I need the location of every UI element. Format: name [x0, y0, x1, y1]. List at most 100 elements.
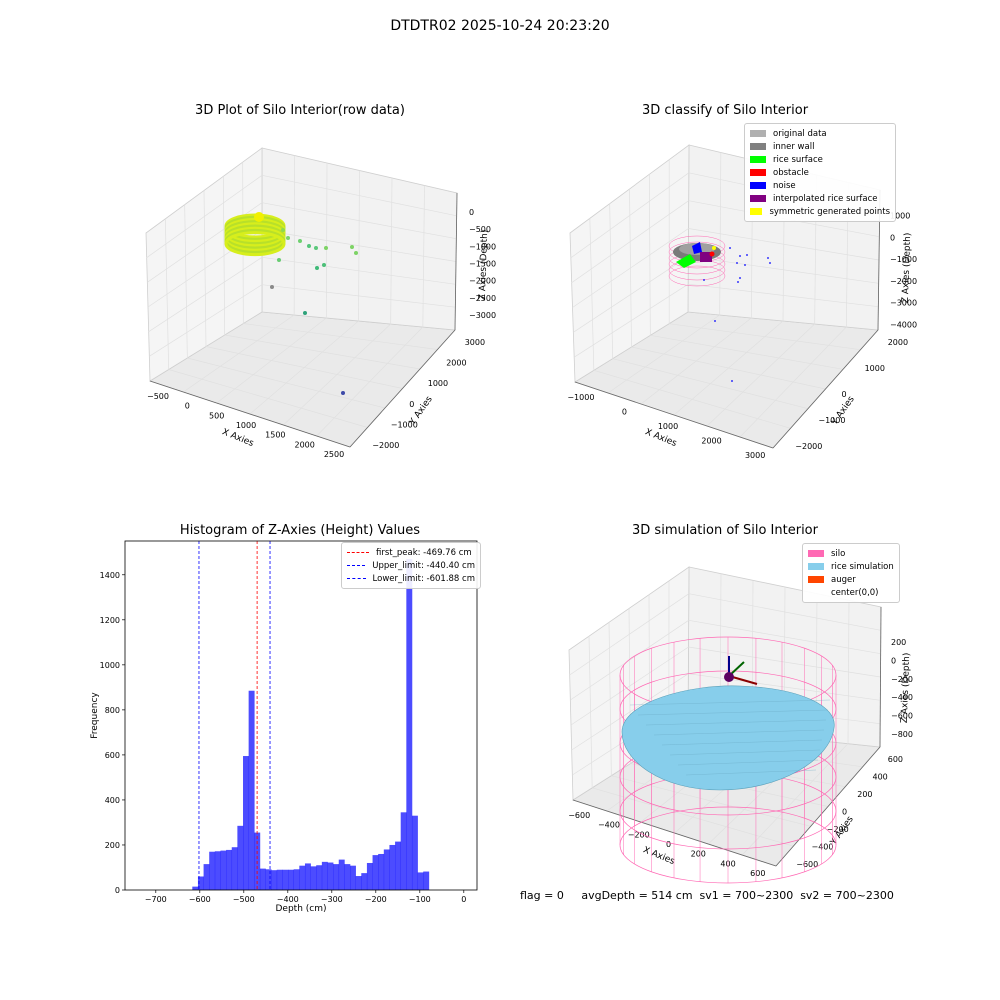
legend-label: symmetric generated points: [769, 206, 890, 217]
legend-label: Lower_limit: -601.88 cm: [372, 573, 475, 584]
sim-y-tick: 0: [842, 808, 847, 817]
raw-data-point: [270, 285, 274, 289]
status-footer: flag = 0 avgDepth = 514 cm sv1 = 700~230…: [520, 889, 894, 902]
legend-swatch: [808, 550, 824, 557]
classify-symmetric-point: [712, 246, 716, 250]
legend-label: noise: [773, 180, 796, 191]
histogram-bar: [237, 825, 244, 890]
legend-entry: noise: [750, 179, 890, 192]
legend-entry: symmetric generated points: [750, 205, 890, 218]
classify-noise-point: [703, 279, 705, 281]
legend-swatch: [750, 143, 766, 150]
histogram-bar: [400, 812, 407, 890]
classify-wall-ring: [668, 241, 726, 263]
histogram-bar: [276, 869, 283, 890]
raw-data-point: [303, 311, 307, 315]
histogram-bar: [197, 876, 204, 890]
histogram-x-tick-label: −300: [321, 895, 343, 904]
rice-mesh-line: [677, 759, 819, 766]
simulation-x-axis-label: X Axies: [641, 845, 676, 867]
cls-z-tick: −2000: [890, 277, 917, 286]
legend-label: interpolated rice surface: [773, 193, 878, 204]
rice-mesh-line: [669, 749, 821, 756]
raw-axis-edge: [454, 192, 458, 331]
raw-data-point: [298, 239, 302, 243]
histogram-y-tick-label: 1000: [100, 661, 120, 670]
sim-axis-edge: [572, 799, 777, 867]
classify-noise-point: [769, 262, 771, 264]
legend-entry: rice surface: [750, 153, 890, 166]
histogram-title: Histogram of Z-Axies (Height) Values: [179, 523, 421, 538]
classify-point-cloud: [668, 235, 771, 382]
sim-y-tick: 600: [888, 755, 903, 764]
histogram-x-tick-label: 0: [461, 895, 466, 904]
histogram-bar: [243, 756, 249, 890]
cls-axes-box: [569, 144, 881, 449]
histogram-x-tick-label: −200: [365, 895, 387, 904]
legend-swatch: [750, 169, 766, 176]
legend-swatch: [750, 195, 766, 202]
classify-noise-point: [744, 264, 746, 266]
classify-wall-ring: [668, 265, 726, 287]
legend-label: rice surface: [773, 154, 823, 165]
raw-x-axis-label: X Axies: [220, 427, 255, 449]
sim-x-tick: 600: [750, 869, 765, 878]
cls-z-tick: 0: [890, 233, 895, 242]
legend-swatch: [808, 563, 824, 570]
histogram-x-tick-label: −700: [145, 895, 167, 904]
raw-x-tick: 1000: [236, 421, 256, 430]
simulation-z-axis-label: Z Axies (Depth): [900, 653, 912, 724]
raw-data-point: [354, 251, 358, 255]
legend-label: original data: [773, 128, 827, 139]
histogram-bar: [220, 850, 227, 890]
histogram-bar: [310, 866, 317, 890]
histogram-bar: [378, 853, 385, 890]
cls-z-tick: −4000: [890, 321, 917, 330]
classify-noise-point: [729, 247, 731, 249]
rice-mesh-line: [661, 739, 823, 746]
histogram-x-tick-label: −600: [189, 895, 211, 904]
cls-y-tick: 1000: [865, 364, 885, 373]
sim-z-tick: −200: [891, 675, 913, 684]
simulation-legend: silo rice simulation auger center(0,0): [802, 543, 900, 603]
cls-x-tick: 0: [622, 407, 627, 416]
raw-z-tick: −2500: [469, 294, 496, 303]
sim-axis-edge: [879, 606, 882, 748]
legend-swatch: [808, 576, 824, 583]
legend-entry: auger: [808, 573, 894, 586]
histogram-bar: [383, 849, 390, 890]
classify-noise-point: [739, 277, 741, 279]
histogram-bar: [248, 690, 255, 890]
histogram-bar: [344, 864, 351, 890]
histogram-bar: [389, 844, 396, 890]
histogram-x-tick-label: −500: [233, 895, 255, 904]
legend-entry: rice simulation: [808, 560, 894, 573]
figure-title: DTDTR02 2025-10-24 20:23:20: [390, 18, 610, 34]
legend-swatch: [750, 130, 766, 137]
legend-label: center(0,0): [831, 587, 879, 598]
histogram-y-tick-label: 1200: [100, 616, 120, 625]
cls-y-tick: 2000: [888, 338, 908, 347]
sim-z-tick: −800: [891, 730, 913, 739]
simulation-plot-title: 3D simulation of Silo Interior: [632, 523, 818, 538]
raw-z-tick: −1500: [469, 260, 496, 269]
rice-mesh-line: [629, 699, 831, 706]
histogram-y-axis-label: Frequency: [90, 692, 100, 739]
classify-noise-point: [736, 262, 738, 264]
histogram-frame: [124, 540, 478, 891]
histogram-bar: [406, 559, 413, 890]
histogram-bar: [299, 865, 306, 890]
raw-z-tick: −3000: [469, 311, 496, 320]
raw-x-tick: 2000: [294, 440, 314, 449]
legend-swatch: [347, 565, 366, 566]
raw-data-point: [322, 263, 326, 267]
classify-noise-point: [714, 320, 716, 322]
raw-data-point: [277, 258, 281, 262]
rice-mesh-line: [637, 709, 829, 716]
classify-interpolated-surface: [700, 252, 712, 262]
raw-data-point: [281, 228, 285, 232]
raw-data-point: [350, 245, 354, 249]
classify-obstacle: [709, 251, 715, 257]
legend-label: auger: [831, 574, 856, 585]
